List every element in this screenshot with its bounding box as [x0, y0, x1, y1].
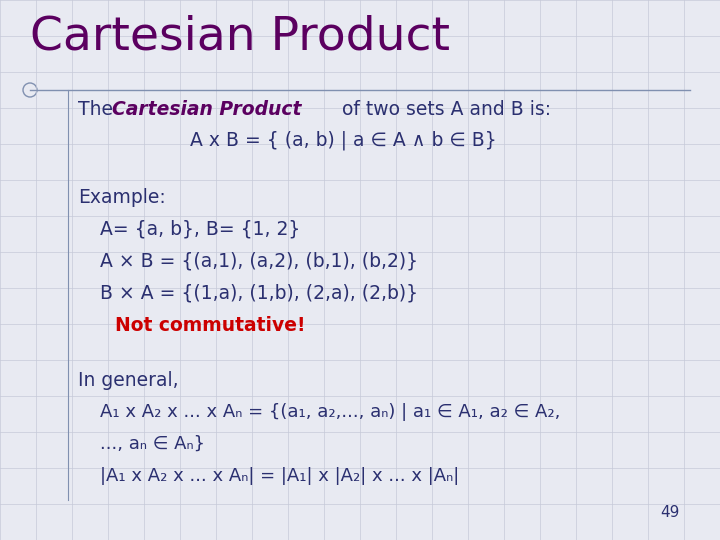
- Text: The: The: [78, 100, 119, 119]
- Text: A x B = { (a, b) | a ∈ A ∧ b ∈ B}: A x B = { (a, b) | a ∈ A ∧ b ∈ B}: [190, 130, 497, 150]
- Text: In general,: In general,: [78, 371, 179, 390]
- Text: A₁ x A₂ x ... x Aₙ = {(a₁, a₂,..., aₙ) | a₁ ∈ A₁, a₂ ∈ A₂,: A₁ x A₂ x ... x Aₙ = {(a₁, a₂,..., aₙ) |…: [100, 403, 560, 421]
- Text: Cartesian Product: Cartesian Product: [30, 14, 450, 59]
- Text: A × B = {(a,1), (a,2), (b,1), (b,2)}: A × B = {(a,1), (a,2), (b,1), (b,2)}: [100, 252, 418, 271]
- Text: Not commutative!: Not commutative!: [115, 316, 305, 335]
- Text: ..., aₙ ∈ Aₙ}: ..., aₙ ∈ Aₙ}: [100, 435, 205, 453]
- Text: 49: 49: [661, 505, 680, 520]
- Text: B × A = {(1,a), (1,b), (2,a), (2,b)}: B × A = {(1,a), (1,b), (2,a), (2,b)}: [100, 284, 418, 303]
- Text: A= {a, b}, B= {1, 2}: A= {a, b}, B= {1, 2}: [100, 220, 300, 239]
- Text: Example:: Example:: [78, 188, 166, 207]
- Text: of two sets A and B is:: of two sets A and B is:: [336, 100, 551, 119]
- Text: Cartesian Product: Cartesian Product: [112, 100, 302, 119]
- Text: |A₁ x A₂ x ... x Aₙ| = |A₁| x |A₂| x ... x |Aₙ|: |A₁ x A₂ x ... x Aₙ| = |A₁| x |A₂| x ...…: [100, 467, 459, 485]
